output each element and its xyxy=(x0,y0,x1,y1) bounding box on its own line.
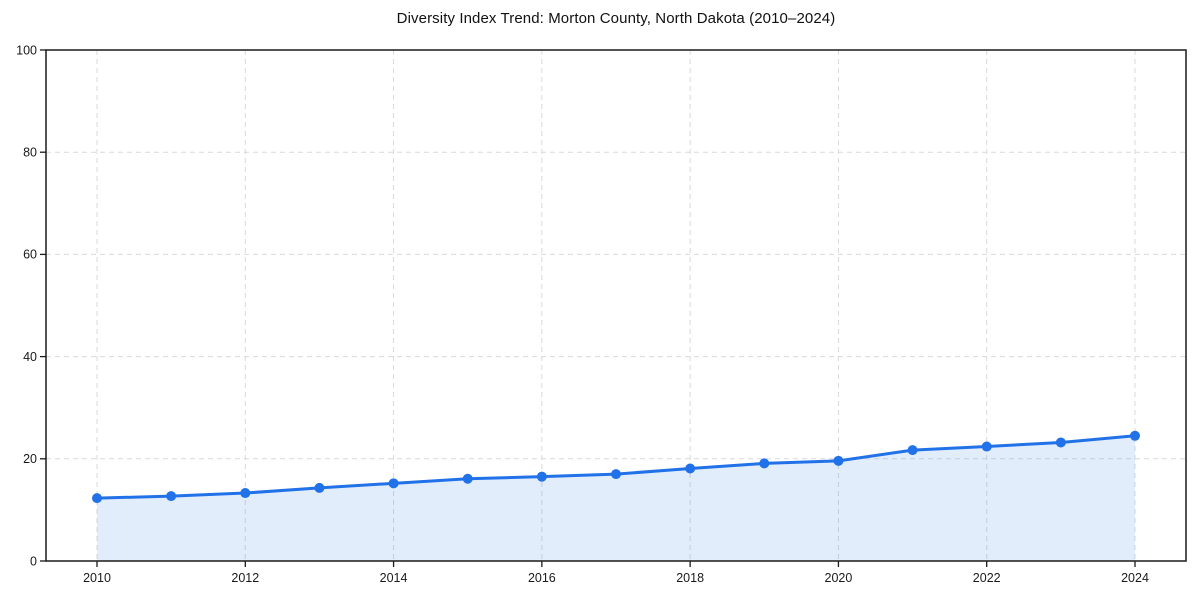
y-tick-label-100: 100 xyxy=(16,43,37,57)
data-point-2021 xyxy=(907,445,918,456)
data-points xyxy=(92,430,1140,504)
data-point-2017 xyxy=(611,469,621,480)
x-tick-label-2018: 2018 xyxy=(676,571,704,585)
data-point-2022 xyxy=(981,441,992,452)
data-point-2023 xyxy=(1055,437,1066,448)
y-tick-label-0: 0 xyxy=(30,554,37,568)
y-tick-label-40: 40 xyxy=(23,350,37,364)
x-tick-label-2020: 2020 xyxy=(825,571,853,585)
x-tick-label-2012: 2012 xyxy=(231,571,259,585)
data-point-2015 xyxy=(462,473,473,484)
data-point-2019 xyxy=(759,458,770,469)
x-tick-label-2022: 2022 xyxy=(973,571,1001,585)
chart-title: Diversity Index Trend: Morton County, No… xyxy=(396,10,836,27)
y-tick-label-60: 60 xyxy=(23,248,37,262)
data-point-2014 xyxy=(388,478,399,489)
x-tick-labels: 2010 2012 2014 2016 2018 2020 2022 2024 xyxy=(83,571,1149,585)
data-point-2020 xyxy=(833,455,844,466)
data-point-2024 xyxy=(1130,430,1140,441)
y-gridlines xyxy=(46,49,1186,460)
x-tick-label-2014: 2014 xyxy=(380,571,408,585)
plot-border xyxy=(45,49,1187,562)
area-fill xyxy=(97,435,1135,561)
y-tick-labels: 0 20 40 60 80 100 xyxy=(16,43,37,568)
data-point-2013 xyxy=(314,482,325,493)
y-axis-ticks xyxy=(40,49,46,562)
x-axis-ticks xyxy=(96,561,1136,567)
data-point-2010 xyxy=(92,493,102,504)
y-tick-label-80: 80 xyxy=(23,146,37,160)
x-tick-label-2016: 2016 xyxy=(528,571,556,585)
data-point-2016 xyxy=(536,471,547,482)
x-gridlines xyxy=(96,50,1136,561)
y-tick-label-20: 20 xyxy=(23,452,37,466)
x-tick-label-2010: 2010 xyxy=(83,571,111,585)
data-point-2018 xyxy=(685,463,696,474)
x-tick-label-2024: 2024 xyxy=(1121,571,1149,585)
data-point-2012 xyxy=(240,488,251,499)
data-point-2011 xyxy=(166,491,177,502)
